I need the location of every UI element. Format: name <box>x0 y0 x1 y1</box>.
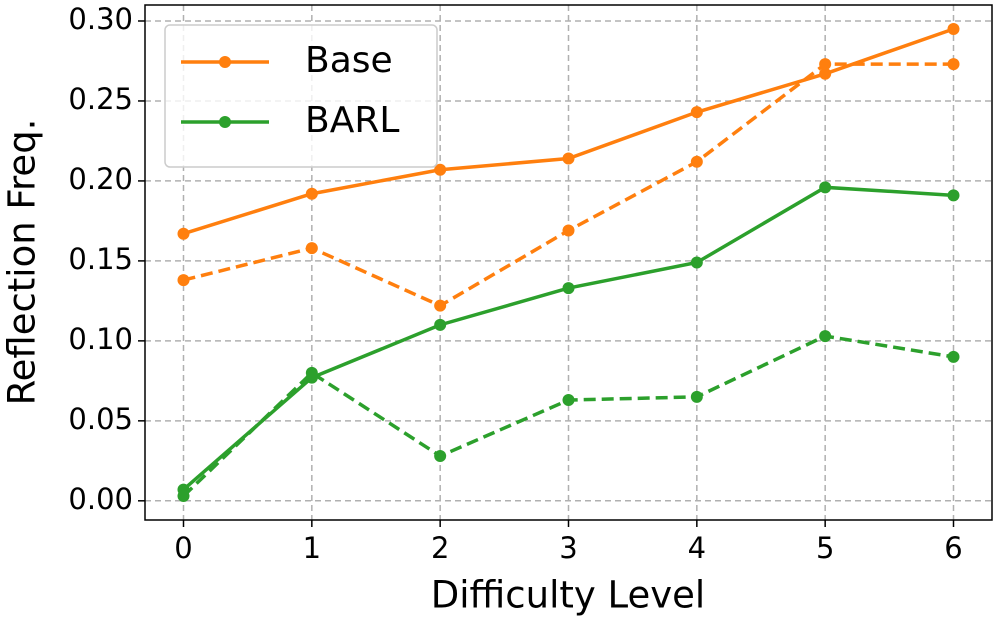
y-tick-label: 0.15 <box>68 242 133 276</box>
point <box>690 390 703 403</box>
point <box>562 394 575 407</box>
x-tick-label: 1 <box>303 531 321 565</box>
point <box>819 181 832 194</box>
plot-frame <box>144 4 993 521</box>
x-tick-label: 0 <box>174 531 192 565</box>
point <box>690 155 703 168</box>
point <box>177 274 190 287</box>
x-axis-label: Difficulty Level <box>431 574 705 617</box>
point <box>434 299 447 312</box>
y-tick-label: 0.20 <box>68 162 133 196</box>
legend-marker <box>219 116 231 128</box>
point <box>305 366 318 379</box>
legend-label: Base <box>305 40 393 81</box>
y-tick-label: 0.30 <box>68 2 133 36</box>
point <box>947 350 960 363</box>
point <box>305 187 318 200</box>
point <box>177 227 190 240</box>
legend-label: BARL <box>305 100 399 141</box>
x-tick-label: 5 <box>816 531 834 565</box>
x-tick-label: 2 <box>431 531 449 565</box>
point <box>947 189 960 202</box>
point <box>177 490 190 503</box>
y-tick-label: 0.25 <box>68 82 133 116</box>
point <box>819 67 832 80</box>
point <box>562 224 575 237</box>
point <box>819 330 832 343</box>
y-axis-label: Reflection Freq. <box>1 119 44 406</box>
point <box>947 22 960 35</box>
point <box>562 152 575 165</box>
point <box>690 256 703 269</box>
point <box>947 58 960 71</box>
point <box>305 242 318 255</box>
point <box>434 450 447 463</box>
point <box>819 58 832 71</box>
y-tick-label: 0.00 <box>68 482 133 516</box>
legend-box <box>164 24 438 168</box>
point <box>434 318 447 331</box>
point <box>562 282 575 295</box>
x-tick-label: 4 <box>688 531 706 565</box>
x-tick-label: 6 <box>944 531 962 565</box>
y-tick-label: 0.05 <box>68 402 133 436</box>
point <box>434 163 447 176</box>
y-tick-label: 0.10 <box>68 322 133 356</box>
x-tick-label: 3 <box>559 531 577 565</box>
legend-marker <box>219 56 231 68</box>
point <box>690 106 703 119</box>
